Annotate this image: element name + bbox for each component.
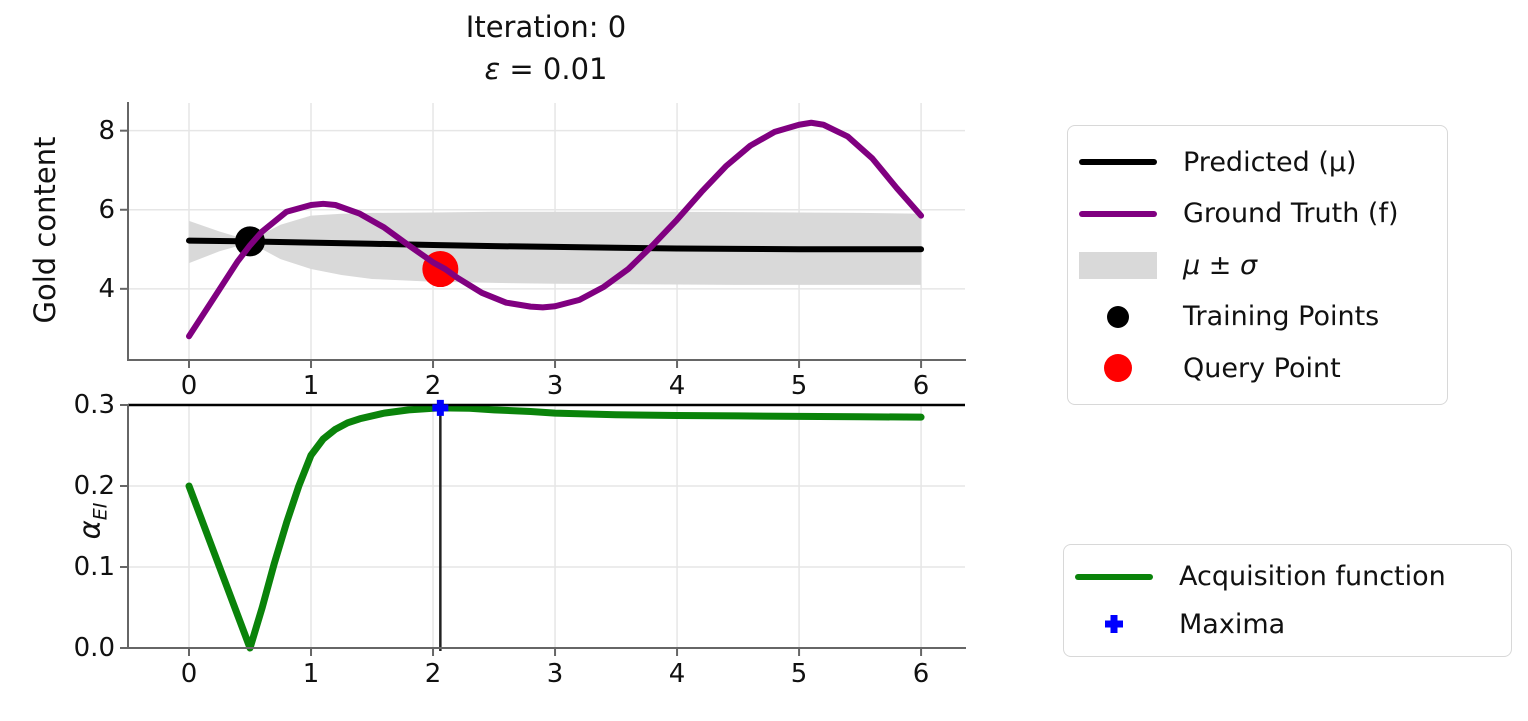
alpha-subscript: EI	[89, 502, 112, 521]
legend-dot-sample-icon	[1078, 305, 1158, 328]
legend-item-item: μ ± σ	[1068, 250, 1447, 281]
legend-plus-sample-icon	[1074, 611, 1154, 637]
legend-label: Acquisition function	[1179, 561, 1446, 593]
legend-dot-sample-icon	[1078, 354, 1158, 382]
epsilon-symbol: ε	[484, 52, 501, 87]
legend-label: μ ± σ	[1183, 249, 1258, 281]
legend-item-query-point: Query Point	[1068, 353, 1447, 384]
acquisition-function-curve	[185, 404, 925, 652]
title-line-epsilon: ε = 0.01	[466, 48, 626, 90]
axes-acquisition	[120, 399, 966, 656]
legend-label: Predicted (μ)	[1183, 146, 1357, 178]
legend-top-plot: Predicted (μ) Ground Truth (f) μ ± σ Traini…	[1067, 125, 1448, 405]
legend-line-sample-icon	[1078, 159, 1158, 165]
maxima-plus-marker	[432, 399, 449, 416]
legend-line-sample-icon	[1078, 210, 1158, 217]
legend-patch-sample-icon	[1078, 251, 1158, 279]
legend-item-ground-truth-f: Ground Truth (f)	[1068, 198, 1447, 229]
title-line-iteration: Iteration: 0	[465, 10, 627, 44]
legend-item-training-points: Training Points	[1068, 301, 1447, 332]
legend-item-predicted: Predicted (μ)	[1068, 147, 1447, 178]
predicted-curve	[186, 237, 925, 253]
legend-item-maxima: Maxima	[1064, 609, 1511, 640]
ground-truth-f-curve	[186, 119, 925, 340]
legend-line-sample-icon	[1074, 573, 1154, 580]
alpha-symbol: α	[72, 520, 107, 540]
plus-icon	[1105, 615, 1123, 634]
y-axis-label-gold-content: Gold content	[28, 136, 62, 324]
axes-gold-content	[120, 102, 966, 368]
legend-bottom-plot: Acquisition function Maxima	[1063, 544, 1512, 657]
legend-label: Training Points	[1183, 301, 1380, 332]
y-axis-label-alpha-ei: αEI	[73, 503, 112, 540]
epsilon-value: = 0.01	[500, 52, 608, 87]
legend-item-acquisition-function: Acquisition function	[1064, 561, 1511, 592]
legend-label: Maxima	[1179, 608, 1286, 640]
legend-label: Ground Truth (f)	[1183, 198, 1399, 229]
legend-label: Query Point	[1183, 352, 1341, 384]
chart-title: Iteration: 0 ε = 0.01	[466, 6, 626, 90]
